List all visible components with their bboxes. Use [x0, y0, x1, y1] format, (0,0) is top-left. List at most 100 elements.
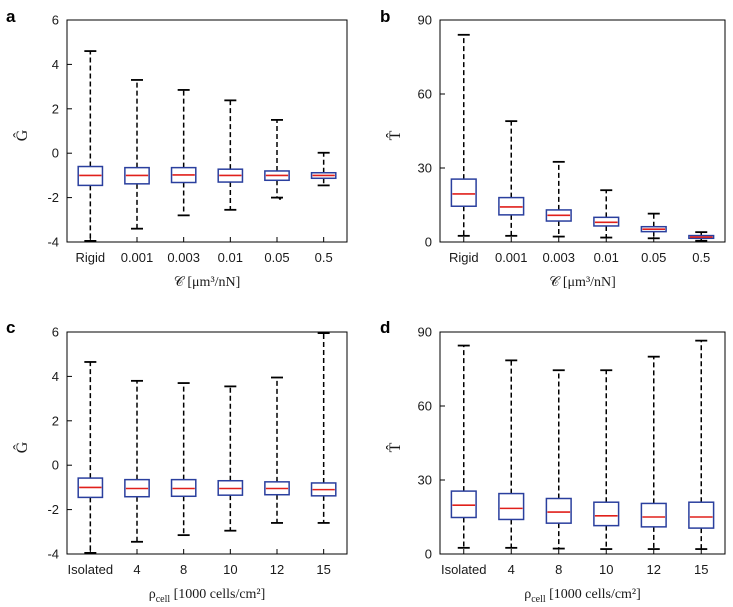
y-axis-label: Ĝ: [12, 129, 31, 141]
box-0.5: [688, 231, 715, 242]
box-4: [498, 359, 525, 549]
iqr-box: [545, 497, 572, 524]
box-10: [593, 369, 620, 550]
box-Rigid: [77, 50, 104, 242]
y-tick-label: 90: [418, 325, 432, 340]
x-tick-label: Isolated: [68, 562, 114, 577]
x-axis-label-main: ρ: [149, 587, 156, 602]
y-tick-label: 4: [52, 57, 59, 72]
box-Isolated: [77, 361, 104, 554]
y-tick-label: 0: [425, 547, 432, 562]
iqr-box: [498, 492, 525, 521]
x-tick-label: 12: [270, 562, 284, 577]
x-axis-label-main: 𝒞 [μm³/nN]: [549, 275, 616, 290]
x-tick-label: 10: [223, 562, 237, 577]
x-tick-label: 8: [555, 562, 562, 577]
x-tick-label: 0.01: [218, 250, 243, 265]
x-tick-label: 0.5: [315, 250, 333, 265]
x-axis-label-units: [1000 cells/cm²]: [546, 587, 641, 602]
iqr-box: [640, 502, 667, 528]
x-tick-label: Isolated: [441, 562, 487, 577]
x-tick-label: 10: [599, 562, 613, 577]
box-0.05: [640, 212, 667, 240]
y-tick-label: 0: [425, 235, 432, 250]
y-tick-label: 30: [418, 473, 432, 488]
x-tick-label: 4: [133, 562, 140, 577]
box-0.001: [498, 120, 525, 237]
x-tick-label: Rigid: [449, 250, 479, 265]
panel-letter: d: [380, 318, 390, 337]
box-0.5: [310, 151, 337, 187]
box-15: [310, 332, 337, 524]
box-0.01: [593, 189, 620, 239]
panel-b: b 0 30 60 90 T̂ Rigid 0.001 0.003 0.01 0.05 0.5 𝒞 [μ…: [380, 7, 726, 290]
x-axis-label-main: ρ: [524, 587, 531, 602]
x-axis-label-units: [1000 cells/cm²]: [170, 587, 265, 602]
x-tick-label: 12: [647, 562, 661, 577]
box-0.05: [264, 119, 290, 200]
iqr-box: [450, 490, 477, 519]
y-tick-label: 30: [418, 161, 432, 176]
y-tick-label: 6: [52, 13, 59, 28]
plot-frame: [66, 19, 348, 243]
iqr-box: [450, 178, 477, 207]
y-tick-label: 4: [52, 369, 59, 384]
x-axis-label: 𝒞 [μm³/nN]: [549, 275, 616, 290]
outlier-point: [278, 197, 282, 200]
panel-letter: c: [6, 318, 15, 337]
x-tick-label: 15: [694, 562, 708, 577]
x-axis-label: ρcell [1000 cells/cm²]: [149, 587, 266, 605]
y-axis-label: Ĝ: [12, 441, 31, 453]
x-tick-label: 0.01: [594, 250, 619, 265]
x-tick-label: 0.5: [692, 250, 710, 265]
x-tick-label: 15: [316, 562, 330, 577]
x-axis-label-subscript: cell: [531, 594, 546, 605]
y-tick-label: 2: [52, 413, 59, 428]
iqr-box: [688, 501, 715, 529]
x-tick-label: 0.003: [542, 250, 575, 265]
y-tick-label: 90: [418, 13, 432, 28]
box-10: [217, 385, 244, 532]
box-0.003: [545, 160, 572, 238]
x-tick-label: Rigid: [76, 250, 106, 265]
x-axis-label: 𝒞 [μm³/nN]: [174, 275, 241, 290]
x-tick-label: 4: [508, 562, 515, 577]
y-tick-label: 2: [52, 101, 59, 116]
box-0.01: [217, 99, 244, 211]
panel-letter: b: [380, 7, 390, 26]
panel-a: a -4 -2 0 2 4 6 Ĝ Rigid 0.001 0.003 0.01 0.05 0.5 𝒞 [μ…: [6, 7, 348, 290]
x-tick-label: 0.001: [121, 250, 154, 265]
y-axis-label: T̂: [385, 130, 404, 140]
y-tick-label: 0: [52, 146, 59, 161]
x-axis-label-subscript: cell: [156, 594, 171, 605]
y-axis-label: T̂: [385, 442, 404, 452]
panel-letter: a: [6, 7, 16, 26]
box-8: [170, 382, 197, 537]
box-8: [545, 369, 572, 550]
plot-frame: [439, 331, 726, 555]
y-tick-label: 6: [52, 325, 59, 340]
y-tick-label: 60: [418, 87, 432, 102]
x-tick-label: 0.003: [167, 250, 200, 265]
box-Isolated: [450, 344, 477, 549]
box-0.001: [124, 79, 150, 230]
x-tick-label: 0.05: [641, 250, 666, 265]
plot-frame: [439, 19, 726, 243]
plot-frame: [66, 331, 348, 555]
iqr-box: [593, 501, 620, 527]
box-12: [264, 376, 290, 524]
y-tick-label: 0: [52, 458, 59, 473]
x-axis-label-main: 𝒞 [μm³/nN]: [174, 275, 241, 290]
panel-c: c -4 -2 0 2 4 6 Ĝ Isolated 4 8 10 12 15 ρcell [1000 ce…: [6, 318, 348, 605]
x-tick-label: 0.001: [495, 250, 528, 265]
y-tick-label: -4: [47, 235, 59, 250]
box-15: [688, 339, 715, 550]
y-tick-label: -2: [47, 190, 59, 205]
box-12: [640, 355, 667, 550]
panel-d: d 0 30 60 90 T̂ Isolated 4 8 10 12 15 ρcell [1000 ce…: [380, 318, 726, 605]
y-tick-label: 60: [418, 399, 432, 414]
x-axis-label: ρcell [1000 cells/cm²]: [524, 587, 641, 605]
box-0.003: [170, 89, 197, 217]
box-Rigid: [450, 33, 477, 237]
